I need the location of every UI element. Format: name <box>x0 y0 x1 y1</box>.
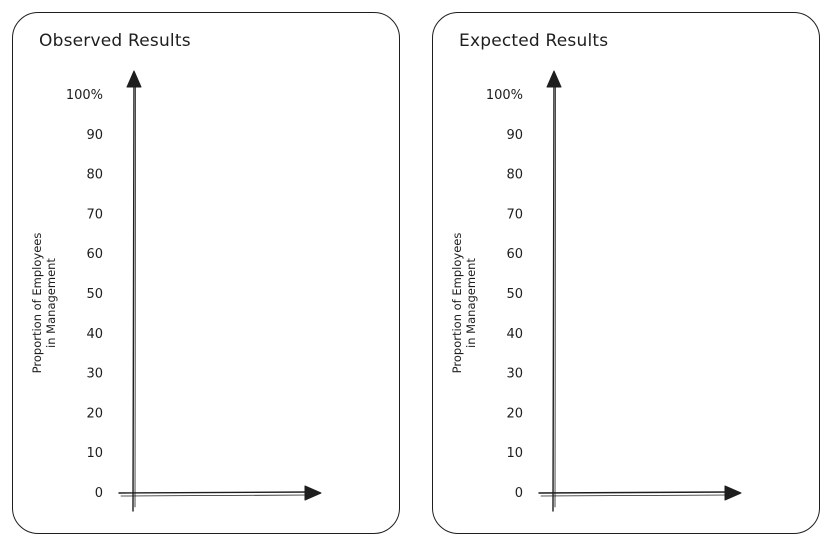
y-tick-label: 80 <box>506 168 523 183</box>
y-tick-label: 100% <box>486 88 523 103</box>
x-axis-line <box>118 491 312 494</box>
x-axis-line <box>538 491 732 494</box>
y-tick-label: 0 <box>515 486 523 501</box>
y-axis-line-sketch <box>554 78 556 508</box>
y-axis-arrowhead <box>546 70 562 88</box>
y-axis-line <box>552 76 555 512</box>
y-tick-label: 70 <box>506 207 523 222</box>
x-axis-line-sketch <box>120 494 310 497</box>
y-axis-line <box>132 76 135 512</box>
y-tick-label: 60 <box>86 247 103 262</box>
chart-title: Expected Results <box>459 31 609 51</box>
x-axis-arrowhead <box>304 485 322 501</box>
y-tick-label: 90 <box>86 128 103 143</box>
x-axis-line-sketch <box>540 494 730 497</box>
y-tick-label: 40 <box>86 327 103 342</box>
y-tick-label: 30 <box>506 367 523 382</box>
y-axis-arrowhead <box>126 70 142 88</box>
expected-results-panel: Expected Results 0 10 20 30 40 50 60 70 80 90 100%… <box>432 12 820 534</box>
observed-results-chart: 0 10 20 30 40 50 60 70 80 90 100% Proportion of Emp… <box>30 70 322 512</box>
y-tick-label: 60 <box>506 247 523 262</box>
observed-results-panel: Observed Results 0 10 20 30 40 50 60 70 80 90 100%… <box>12 12 400 534</box>
y-tick-label: 10 <box>86 446 103 461</box>
y-tick-label: 0 <box>95 486 103 501</box>
y-axis-label: Proportion of Employees <box>30 233 44 374</box>
y-axis-label: in Management <box>44 258 58 348</box>
y-axis-label: in Management <box>464 258 478 348</box>
y-tick-label: 30 <box>86 367 103 382</box>
y-tick-label: 40 <box>506 327 523 342</box>
y-axis-label: Proportion of Employees <box>450 233 464 374</box>
y-tick-label: 50 <box>86 287 103 302</box>
y-tick-label: 20 <box>506 406 523 421</box>
y-tick-label: 20 <box>86 406 103 421</box>
y-tick-label: 10 <box>506 446 523 461</box>
chart-title: Observed Results <box>39 31 191 51</box>
y-tick-label: 90 <box>506 128 523 143</box>
y-axis-line-sketch <box>134 78 136 508</box>
y-tick-label: 70 <box>86 207 103 222</box>
x-axis-arrowhead <box>724 485 742 501</box>
y-tick-label: 80 <box>86 168 103 183</box>
y-tick-label: 100% <box>66 88 103 103</box>
y-tick-label: 50 <box>506 287 523 302</box>
expected-results-chart: 0 10 20 30 40 50 60 70 80 90 100% Proportion of Emp… <box>450 70 742 512</box>
